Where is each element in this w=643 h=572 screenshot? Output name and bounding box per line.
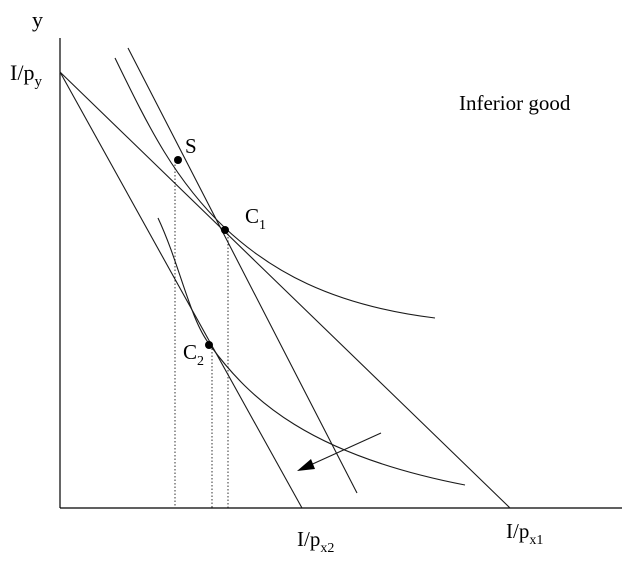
point-c2-label-main: C (183, 340, 197, 364)
point-c1-label-sub: 1 (259, 218, 266, 233)
point-c2-label-sub: 2 (197, 354, 204, 369)
point-s-label: S (185, 134, 197, 158)
y-axis-label: y (32, 7, 43, 32)
x-intercept-2-label: I/px2 (297, 527, 334, 556)
point-c1-label-main: C (245, 204, 259, 228)
x-intercept-1-label-sub: x1 (529, 533, 543, 548)
point-c1-marker (221, 226, 229, 234)
point-c2-label: C2 (183, 340, 204, 369)
y-intercept-label-main: I/p (10, 60, 34, 85)
x-intercept-1-label-main: I/p (506, 519, 529, 543)
indifference-curve-high (114, 57, 436, 319)
diagram-title: Inferior good (459, 91, 571, 115)
shift-arrow-shaft (305, 432, 382, 468)
compensated-budget-line (127, 47, 358, 494)
budget-line-new (59, 71, 303, 509)
y-intercept-label-sub: y (34, 74, 42, 90)
x-intercept-1-label: I/px1 (506, 519, 543, 548)
indifference-curve-low (157, 217, 466, 486)
x-intercept-2-label-sub: x2 (320, 541, 334, 556)
point-c1-label: C1 (245, 204, 266, 233)
x-intercept-2-label-main: I/p (297, 527, 320, 551)
shift-arrow-head (297, 459, 315, 471)
point-s-marker (174, 156, 182, 164)
point-c2-marker (205, 341, 213, 349)
budget-line-original (59, 71, 511, 509)
y-intercept-label: I/py (10, 60, 42, 90)
